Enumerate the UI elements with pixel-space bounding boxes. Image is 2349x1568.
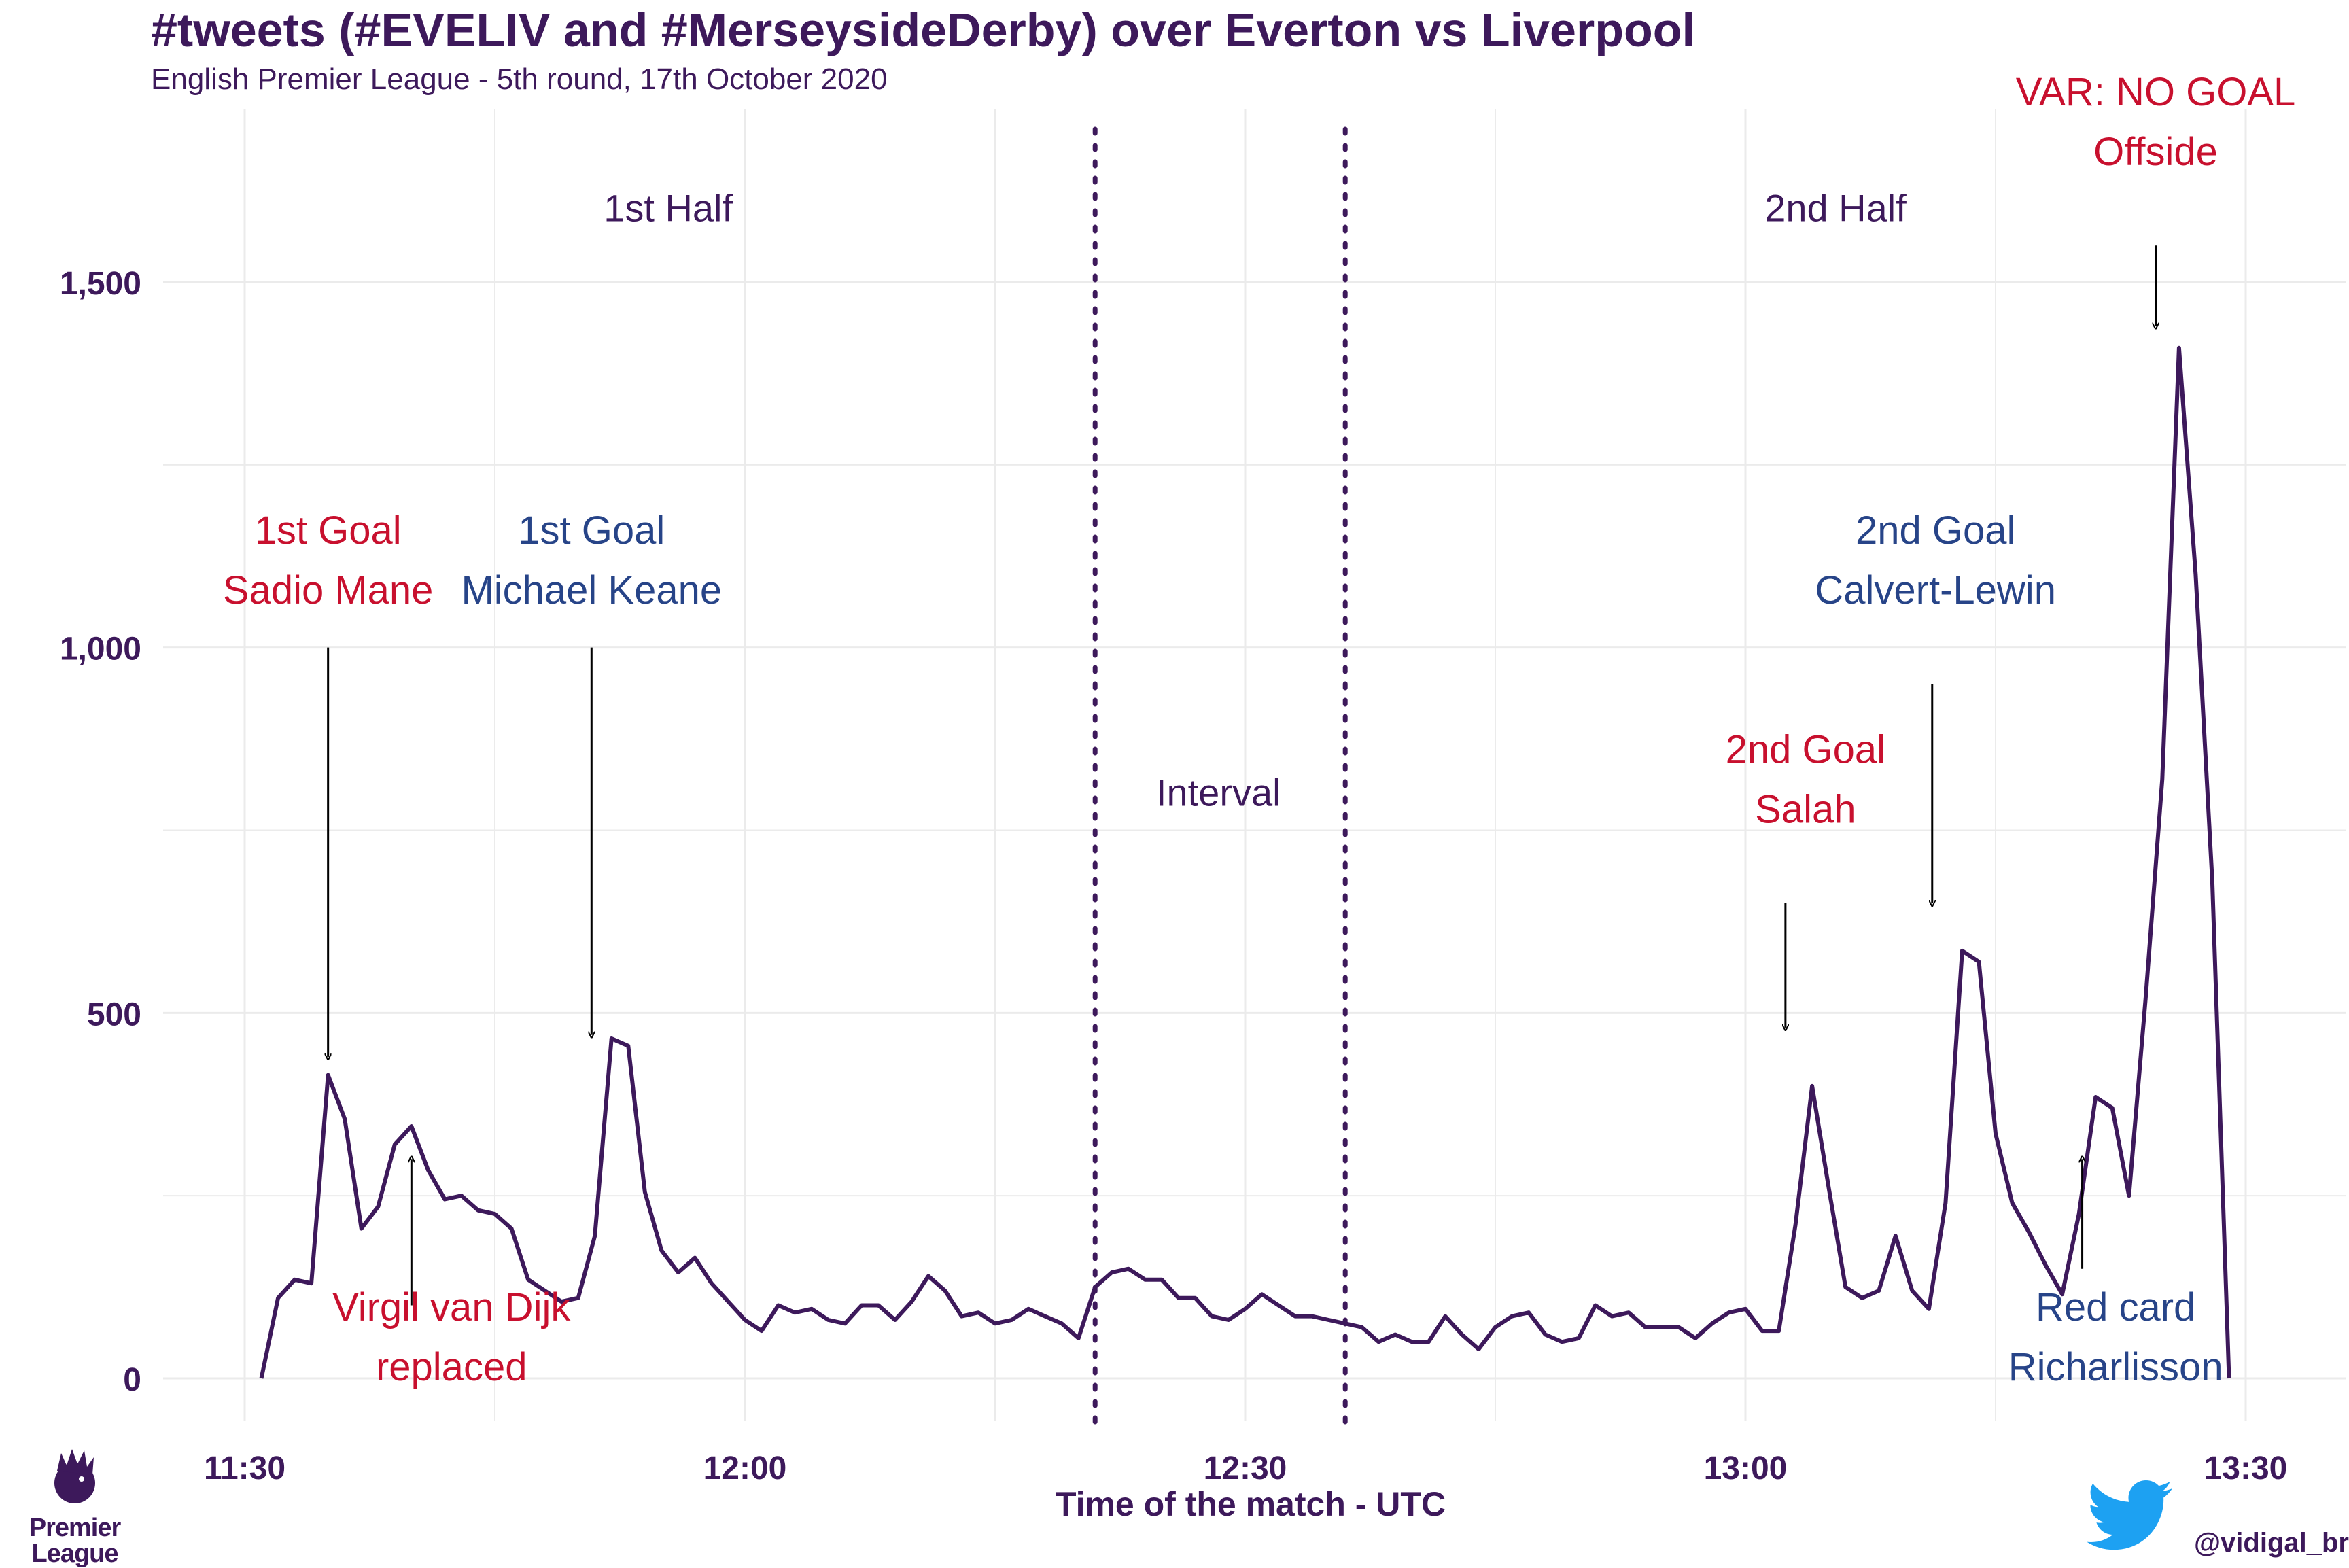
y-tick-label: 1,000: [60, 631, 141, 667]
tweets-series-line: [259, 345, 2231, 1379]
x-axis-title: Time of the match - UTC: [1056, 1485, 1446, 1523]
period-label: 1st Half: [604, 186, 733, 229]
annotation-text: 2nd Goal: [1726, 728, 1885, 772]
period-labels: 1st Half Interval 2nd Half: [604, 186, 1907, 814]
twitter-bird-icon: [2087, 1479, 2175, 1557]
premier-league-logo: Premier League: [27, 1448, 122, 1567]
annotation-text: 1st Goal: [518, 508, 665, 553]
annotation-text: Sadio Mane: [223, 568, 434, 612]
chart-subtitle: English Premier League - 5th round, 17th…: [151, 63, 888, 96]
lion-crest-icon: [54, 1449, 95, 1503]
annotation-text: Michael Keane: [461, 568, 722, 612]
axes: 0 500 1,000 1,500 11:30 12:00 12:30 13:00 13:30 T…: [60, 266, 2288, 1523]
x-tick-label: 12:30: [1204, 1450, 1287, 1486]
y-tick-label: 500: [87, 996, 141, 1032]
event-annotations: 1st Goal Sadio Mane 1st Goal Michael Keane V…: [223, 70, 2295, 1389]
period-label: Interval: [1156, 771, 1281, 814]
x-tick-label: 13:00: [1704, 1450, 1788, 1486]
y-tick-label: 0: [123, 1362, 141, 1398]
annotation-text: replaced: [376, 1345, 527, 1389]
twitter-handle: @vidigal_br: [2194, 1528, 2349, 1558]
annotation-text: Calvert-Lewin: [1815, 568, 2056, 612]
annotation-text: 1st Goal: [255, 508, 402, 553]
annotation-text: Red card: [2036, 1285, 2195, 1329]
series-line: [259, 345, 2231, 1379]
annotation-text: Virgil van Dijk: [332, 1285, 571, 1329]
x-tick-label: 11:30: [204, 1450, 285, 1486]
period-label: 2nd Half: [1764, 186, 1907, 229]
grid: [163, 109, 2346, 1421]
annotation-text: 2nd Goal: [1856, 508, 2015, 553]
logo-text-premier: Premier: [29, 1514, 122, 1542]
chart-title: #tweets (#EVELIV and #MerseysideDerby) o…: [151, 3, 1695, 56]
x-tick-label: 12:00: [703, 1450, 787, 1486]
annotation-text: Salah: [1755, 788, 1856, 832]
annotation-text: VAR: NO GOAL: [2016, 70, 2295, 114]
period-boundaries: [1092, 126, 1348, 1430]
y-tick-label: 1,500: [60, 266, 141, 302]
annotation-text: Offside: [2093, 130, 2218, 174]
logo-text-league: League: [31, 1539, 118, 1568]
x-tick-label: 13:30: [2204, 1450, 2288, 1486]
annotation-text: Richarlisson: [2008, 1345, 2223, 1389]
